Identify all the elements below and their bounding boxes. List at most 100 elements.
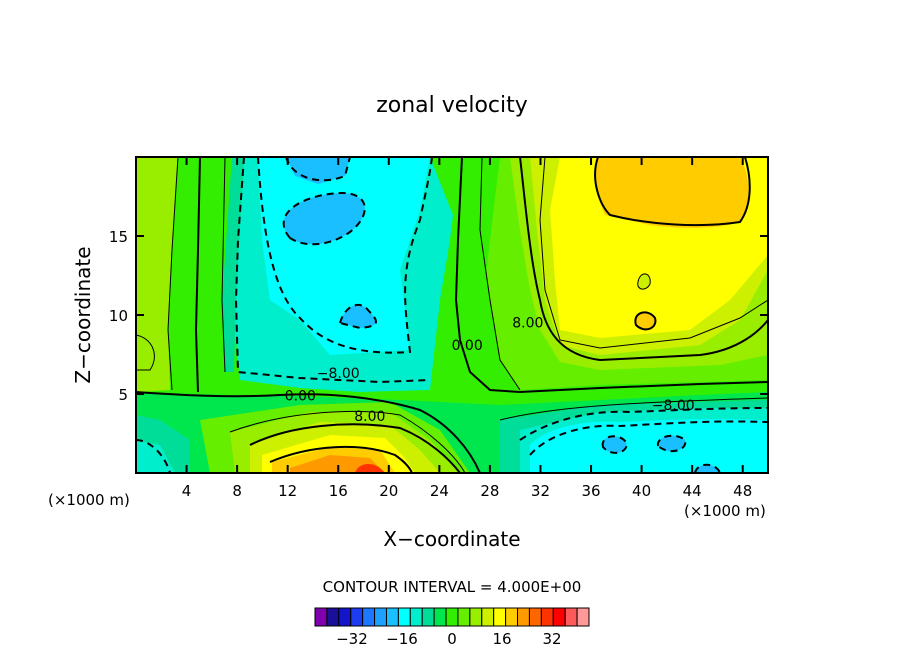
colorbar-swatch xyxy=(362,607,376,627)
colorbar-swatch xyxy=(314,607,328,627)
colorbar-tick-label: −16 xyxy=(386,630,418,648)
contour-line-zero-left xyxy=(194,157,201,393)
contour-line-minus-oval xyxy=(282,191,366,246)
chart-title: zonal velocity xyxy=(376,93,528,118)
region-lower-right-blue2 xyxy=(657,435,686,452)
contour-interval-text: CONTOUR INTERVAL = 4.000E+00 xyxy=(323,578,582,596)
contour-line-thin-6 xyxy=(229,410,466,473)
y-tick-label: 15 xyxy=(109,228,128,246)
contour-line-thin-1 xyxy=(167,157,179,391)
contour-line-thin-5 xyxy=(539,157,768,349)
region-cyan-inner xyxy=(222,157,244,372)
colorbar-tick-label: 0 xyxy=(447,630,457,648)
colorbar-swatch xyxy=(517,607,530,627)
x-tick-label: 48 xyxy=(733,482,752,500)
x-tick-label: 4 xyxy=(182,482,192,500)
y-axis-ticks: 5 10 15 xyxy=(109,228,768,404)
region-orange-blob xyxy=(635,312,656,330)
region-blue-oval xyxy=(283,192,365,245)
region-lower-right-core xyxy=(530,419,768,473)
contour-line-minus-right-inner xyxy=(529,420,768,456)
contour-line-eight-low-inner xyxy=(269,445,413,473)
colorbar-swatch xyxy=(528,607,542,627)
contour-line-zero-mid xyxy=(454,157,768,394)
colorbar-swatch xyxy=(374,607,387,627)
contour-labels: 8.000.00−8.000.008.00−8.00 xyxy=(285,316,695,425)
x-tick-label: 40 xyxy=(632,482,651,500)
colorbar-swatch xyxy=(445,607,459,627)
x-axis-ticks: 4 8 12 16 20 24 28 32 36 40 44 48 xyxy=(182,157,752,500)
contour-line-eight-right xyxy=(519,157,768,362)
contour-line-thin-4 xyxy=(479,157,521,391)
x-tick-label: 28 xyxy=(480,482,499,500)
y-axis-label: Z−coordinate xyxy=(71,246,95,383)
contour-label: 8.00 xyxy=(512,316,543,332)
colorbar-swatch xyxy=(552,607,566,627)
colorbar-swatch xyxy=(421,607,435,627)
x-tick-label: 44 xyxy=(683,482,702,500)
colorbar-swatch xyxy=(338,607,352,627)
contour-label: 8.00 xyxy=(354,409,385,425)
contour-label: 0.00 xyxy=(452,338,483,354)
contour-line-thin-2 xyxy=(136,334,155,371)
contour-line-thin-7 xyxy=(499,397,768,421)
colorbar-swatch xyxy=(481,607,495,627)
contour-line-minus-blob3 xyxy=(694,463,721,473)
colorbar-swatch xyxy=(397,607,411,627)
colorbar-swatch xyxy=(576,607,590,627)
contour-lines xyxy=(136,157,768,473)
y-tick-label: 10 xyxy=(109,307,128,325)
contour-line-minus-blob1 xyxy=(601,435,628,454)
colorbar-swatch xyxy=(493,607,507,627)
colorbar-swatch xyxy=(385,607,399,627)
contour-line-zero-low xyxy=(136,391,481,473)
x-tick-label: 36 xyxy=(581,482,600,500)
contour-field: 8.000.00−8.000.008.00−8.00 xyxy=(136,157,768,473)
colorbar-tick-label: −32 xyxy=(336,630,368,648)
x-tick-label: 32 xyxy=(531,482,550,500)
region-lower-right-blue1 xyxy=(602,436,627,453)
y-tick-label: 5 xyxy=(118,386,128,404)
contour-line-orange-top xyxy=(594,157,751,227)
region-left-edge-yellowgreen xyxy=(136,157,178,392)
colorbar-swatch xyxy=(540,607,554,627)
contour-line-thin-3 xyxy=(221,157,226,373)
colorbar-swatch xyxy=(326,607,340,627)
contour-line-minus-core xyxy=(257,157,433,354)
colorbar-swatch xyxy=(505,607,519,627)
x-tick-label: 20 xyxy=(379,482,398,500)
region-warm-red xyxy=(355,463,385,473)
colorbar-swatch xyxy=(433,607,447,627)
contour-line-eight-low xyxy=(249,423,461,473)
region-orange-top xyxy=(594,157,749,228)
colorbar: −32 −16 0 16 32 xyxy=(314,607,590,648)
contour-line-minus-small xyxy=(338,303,377,330)
region-mid-green xyxy=(430,157,500,400)
contour-label: −8.00 xyxy=(652,398,695,414)
region-lower-right-blue3 xyxy=(695,464,720,473)
colorbar-swatch xyxy=(564,607,578,627)
colorbar-swatch xyxy=(409,607,423,627)
contour-line-orange-blob xyxy=(634,311,657,331)
colorbar-tick-label: 32 xyxy=(543,630,562,648)
x-tick-label: 8 xyxy=(232,482,242,500)
x-unit-left: (×1000 m) xyxy=(48,491,130,509)
colorbar-tick-label: 16 xyxy=(492,630,511,648)
x-tick-label: 12 xyxy=(278,482,297,500)
contour-line-thin-8 xyxy=(637,273,651,290)
contour-line-minus-left-low xyxy=(136,439,171,473)
contour-label: 0.00 xyxy=(285,388,316,404)
colorbar-swatch xyxy=(469,607,483,627)
x-axis-label: X−coordinate xyxy=(383,527,520,551)
region-lower-left-cyan xyxy=(136,440,175,473)
region-blue-small xyxy=(340,304,377,328)
x-unit-right: (×1000 m) xyxy=(684,502,766,520)
region-blue-top xyxy=(286,157,350,184)
x-tick-label: 16 xyxy=(329,482,348,500)
x-tick-label: 24 xyxy=(430,482,449,500)
contour-label: −8.00 xyxy=(317,366,360,382)
colorbar-swatch xyxy=(457,607,471,627)
region-green-spot xyxy=(637,273,651,290)
colorbar-swatch xyxy=(350,607,364,627)
